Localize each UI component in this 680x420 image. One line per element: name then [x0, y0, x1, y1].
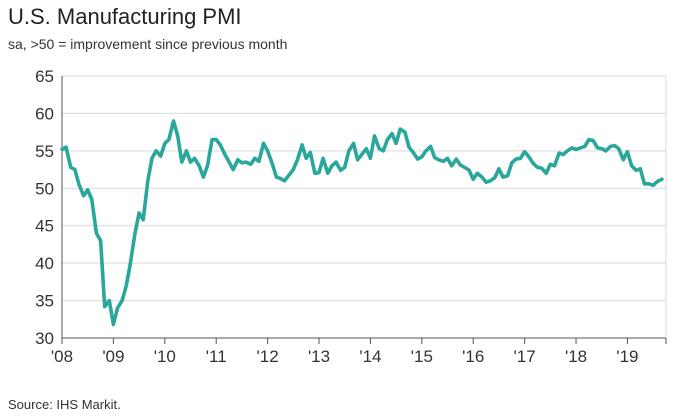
- y-tick-label: 50: [35, 179, 54, 198]
- x-tick-label: '16: [462, 347, 484, 366]
- y-tick-label: 35: [35, 292, 54, 311]
- x-tick-label: '18: [565, 347, 587, 366]
- x-axis-ticks: '08 '09 '10 '11 '12 '13 '14 '15 '16 '17 '18 '19: [51, 338, 667, 366]
- chart-title: U.S. Manufacturing PMI: [8, 4, 242, 29]
- source-note: Source: IHS Markit.: [8, 397, 121, 412]
- x-tick-label: '10: [154, 347, 176, 366]
- y-tick-label: 30: [35, 329, 54, 348]
- series-line-pmi: [60, 119, 664, 327]
- x-tick-label: '17: [514, 347, 536, 366]
- y-tick-label: 40: [35, 254, 54, 273]
- x-tick-label: '12: [257, 347, 279, 366]
- y-tick-label: 60: [35, 104, 54, 123]
- y-tick-label: 45: [35, 217, 54, 236]
- y-axis-ticks: 30 35 40 45 50 55 60 65: [35, 67, 54, 348]
- y-tick-label: 55: [35, 142, 54, 161]
- x-tick-label: '11: [206, 347, 227, 366]
- axes: [61, 76, 667, 339]
- x-tick-label: '08: [51, 347, 73, 366]
- x-tick-label: '19: [616, 347, 638, 366]
- x-tick-label: '15: [411, 347, 433, 366]
- y-tick-label: 65: [35, 67, 54, 86]
- x-tick-label: '14: [359, 347, 381, 366]
- grid-lines: [62, 75, 666, 339]
- x-tick-label: '13: [308, 347, 330, 366]
- chart-subtitle: sa, >50 = improvement since previous mon…: [8, 36, 288, 52]
- x-tick-label: '09: [102, 347, 124, 366]
- series-group: [60, 119, 664, 327]
